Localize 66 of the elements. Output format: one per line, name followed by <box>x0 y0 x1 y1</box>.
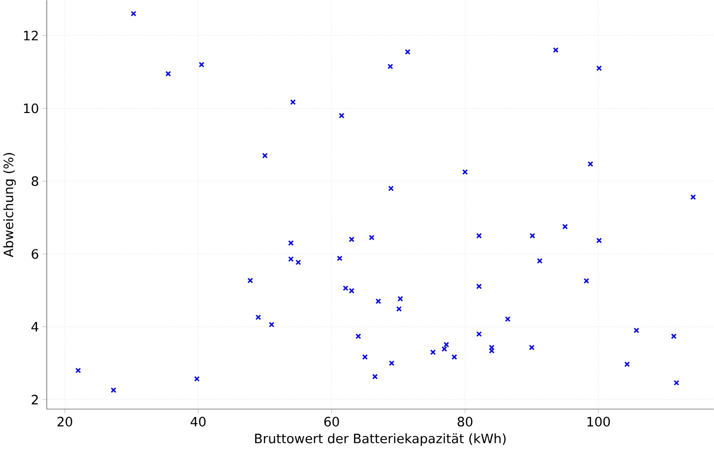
point <box>288 256 294 262</box>
point <box>442 346 448 352</box>
point <box>670 333 677 339</box>
point <box>588 161 594 167</box>
point <box>362 354 368 360</box>
y-tick-label: 6 <box>32 248 38 259</box>
point <box>488 348 494 354</box>
point <box>268 322 274 328</box>
y-tick-label: 12 <box>24 30 38 40</box>
x-tick-label: 40 <box>190 416 206 426</box>
point <box>476 232 482 238</box>
point <box>388 64 394 70</box>
point <box>290 99 296 105</box>
point <box>452 354 458 360</box>
point <box>388 360 394 366</box>
point <box>690 194 696 200</box>
point <box>348 236 354 242</box>
point <box>194 376 200 382</box>
y-tick-label: 10 <box>24 103 38 114</box>
point <box>528 344 535 350</box>
y-axis-title: Abweichung (%) <box>3 152 16 258</box>
point <box>165 70 171 76</box>
point <box>336 255 342 262</box>
point <box>338 112 344 118</box>
point <box>110 387 116 393</box>
point <box>596 238 602 244</box>
point <box>355 333 362 339</box>
point <box>398 296 404 302</box>
point <box>504 316 511 322</box>
x-axis-title: Bruttowert der Batteriekapazität (kWh) <box>255 433 506 446</box>
point <box>530 232 536 238</box>
point <box>388 186 394 192</box>
x-tick-label: 100 <box>588 416 610 426</box>
point <box>552 47 559 53</box>
point <box>75 368 81 374</box>
x-tick-label: 60 <box>324 416 339 426</box>
point <box>430 349 436 355</box>
point <box>130 10 136 16</box>
point <box>404 49 410 55</box>
x-tick-label: 80 <box>458 416 472 426</box>
point <box>562 224 568 230</box>
y-tick-label: 8 <box>32 176 38 186</box>
point <box>368 234 374 240</box>
point <box>255 314 262 320</box>
point <box>476 331 482 337</box>
point <box>488 344 494 350</box>
point <box>198 62 204 68</box>
point <box>396 306 402 312</box>
x-tick-label: 20 <box>58 416 72 426</box>
point <box>295 259 302 266</box>
y-tick-label: 4 <box>31 322 38 332</box>
point <box>634 328 640 334</box>
point <box>444 342 450 348</box>
point <box>262 152 268 158</box>
point <box>536 258 543 264</box>
point <box>247 278 254 284</box>
point <box>624 361 630 367</box>
y-tick-label: 2 <box>32 394 38 404</box>
point <box>462 169 468 175</box>
point <box>288 240 294 246</box>
point <box>476 283 482 290</box>
point <box>584 278 590 284</box>
point <box>596 65 602 71</box>
point <box>372 374 378 380</box>
point <box>376 298 382 304</box>
point <box>674 380 680 386</box>
